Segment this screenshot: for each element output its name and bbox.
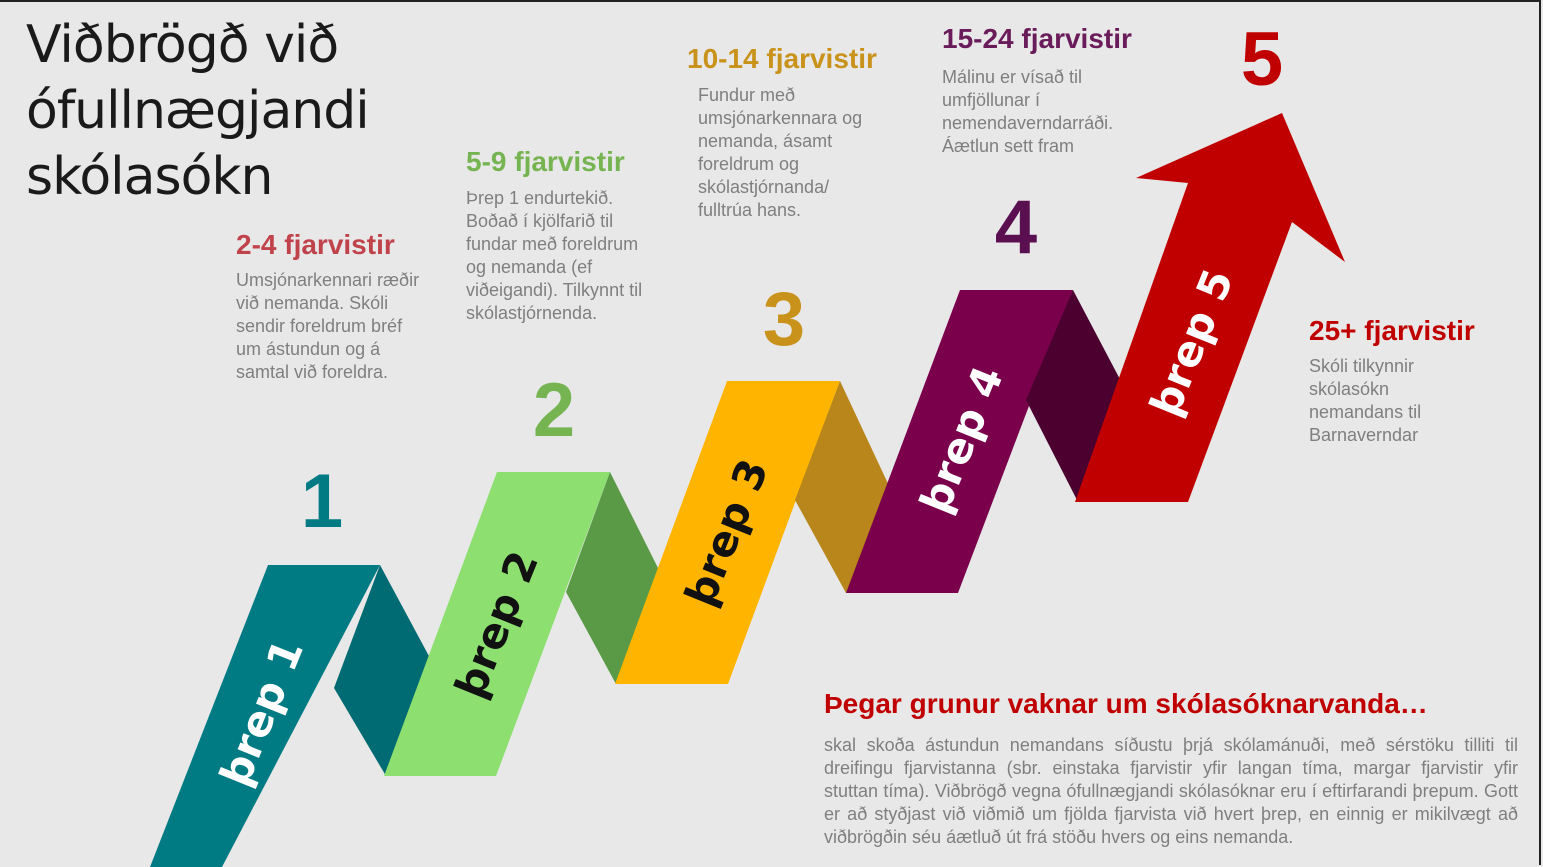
step-2-band <box>384 472 610 776</box>
step-3-band <box>615 381 840 684</box>
step-4-band <box>846 290 1073 593</box>
step-3-number: 3 <box>762 277 806 362</box>
step-5-heading: 25+ fjarvistir <box>1309 315 1475 346</box>
step-4-description: Málinu er vísað til umfjöllunar í nemend… <box>942 67 1114 156</box>
step-2-description: Þrep 1 endurtekið. Boðað í kjölfarið til… <box>466 188 643 323</box>
step-5-number: 5 <box>1240 17 1284 102</box>
step-5-arrow <box>1075 113 1345 502</box>
step-1-fold <box>334 565 430 776</box>
step-4-number: 4 <box>994 185 1038 270</box>
step-3-description: Fundur með umsjónarkennara og nemanda, á… <box>698 85 863 220</box>
step-5-description: Skóli tilkynnir skólasókn nemandans til … <box>1309 356 1422 445</box>
step-2-number: 2 <box>532 368 576 453</box>
step-3-heading: 10-14 fjarvistir <box>687 43 877 74</box>
step-1-description: Umsjónarkennari ræðir við nemanda. Skóli… <box>236 270 420 382</box>
step-4-heading: 15-24 fjarvistir <box>942 23 1132 54</box>
callout-body: skal skoða ástundun nemandans síðustu þr… <box>824 735 1518 847</box>
step-2-heading: 5-9 fjarvistir <box>466 146 625 177</box>
step-4-fold <box>1026 290 1123 500</box>
step-1-band <box>150 565 380 867</box>
page-title: Viðbrögð við ófullnægjandi skólasókn <box>26 15 370 207</box>
callout-heading: Þegar grunur vaknar um skólasóknarvanda… <box>824 688 1428 719</box>
step-1-number: 1 <box>300 459 344 544</box>
step-1-heading: 2-4 fjarvistir <box>236 229 395 260</box>
